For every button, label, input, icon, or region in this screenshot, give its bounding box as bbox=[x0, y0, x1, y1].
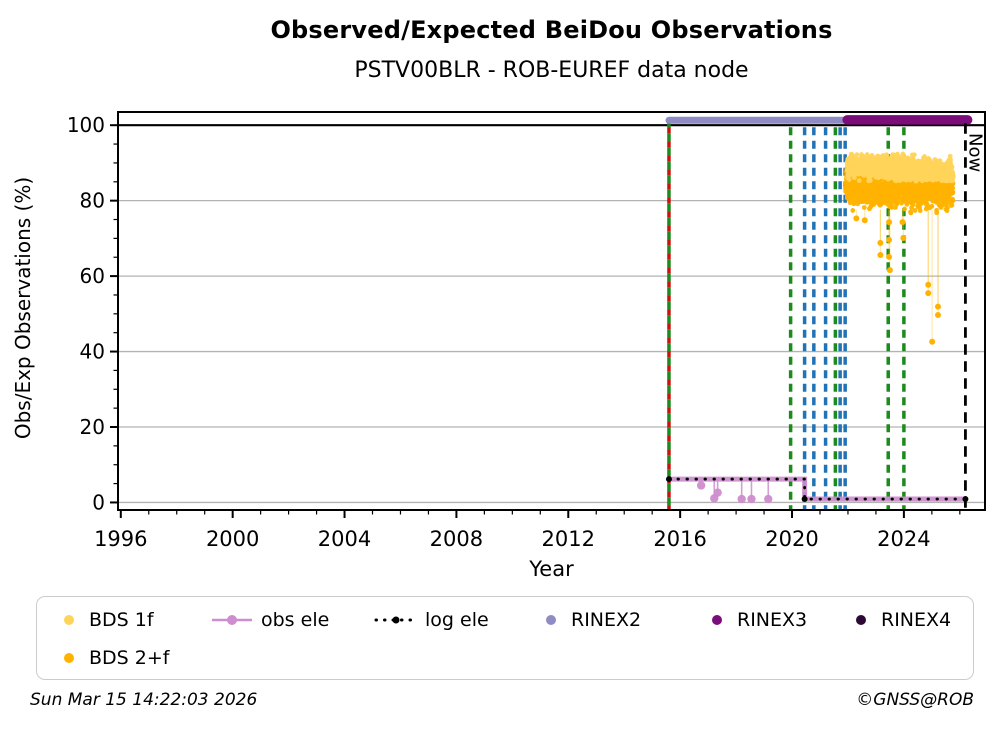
legend-label: log ele bbox=[425, 609, 489, 631]
x-axis-label: Year bbox=[528, 557, 574, 581]
x-tick-label: 2024 bbox=[877, 527, 930, 551]
legend-item-log-ele: log ele bbox=[373, 605, 489, 635]
rinex2-marker-icon bbox=[546, 615, 556, 625]
x-tick-label: 2000 bbox=[206, 527, 259, 551]
axes: 1996 2000 2004 2008 2012 2016 2020 2024 0 20 40 60 8… bbox=[11, 111, 986, 581]
y-axis-label: Obs/Exp Observations (%) bbox=[11, 177, 35, 439]
legend-item-rinex4: RINEX4 bbox=[849, 605, 951, 635]
legend-label: RINEX2 bbox=[571, 609, 642, 631]
legend-box: BDS 1f obs ele log ele RINEX2 RINEX3 bbox=[36, 596, 974, 680]
event-vlines bbox=[667, 119, 906, 509]
legend-item-obs-ele: obs ele bbox=[209, 605, 329, 635]
x-tick-label: 1996 bbox=[94, 527, 147, 551]
log-ele-marker-icon bbox=[374, 616, 418, 624]
now-line: Now bbox=[964, 123, 985, 509]
legend-item-rinex3: RINEX3 bbox=[705, 605, 807, 635]
y-tick-label: 100 bbox=[67, 113, 105, 137]
legend-item-rinex2: RINEX2 bbox=[539, 605, 641, 635]
y-tick-label: 0 bbox=[92, 490, 105, 514]
credit-text: ©GNSS@ROB bbox=[856, 690, 974, 710]
chart-title: Observed/Expected BeiDou Observations bbox=[270, 16, 833, 44]
obs-ele-marker-icon bbox=[212, 615, 252, 625]
legend-label: BDS 1f bbox=[89, 609, 154, 631]
legend-label: BDS 2+f bbox=[89, 647, 170, 669]
bds-1f-scatter bbox=[844, 151, 956, 184]
obs-ele-line bbox=[666, 476, 968, 504]
y-tick-label: 60 bbox=[80, 264, 105, 288]
rinex4-marker-icon bbox=[856, 615, 866, 625]
legend-label: RINEX3 bbox=[737, 609, 808, 631]
x-tick-label: 2008 bbox=[430, 527, 483, 551]
bds-2-f-scatter bbox=[843, 165, 956, 345]
plot-timestamp: Sun Mar 15 14:22:03 2026 bbox=[30, 690, 258, 710]
bds-1f-marker-icon bbox=[64, 615, 74, 625]
legend-label: RINEX4 bbox=[881, 609, 952, 631]
y-tick-label: 80 bbox=[80, 189, 105, 213]
x-tick-label: 2004 bbox=[318, 527, 371, 551]
bds-2f-marker-icon bbox=[64, 653, 74, 663]
x-tick-label: 2016 bbox=[653, 527, 706, 551]
chart-subtitle: PSTV00BLR - ROB-EUREF data node bbox=[354, 58, 749, 83]
legend-item-bds-1f: BDS 1f bbox=[57, 605, 154, 635]
now-label: Now bbox=[964, 133, 985, 172]
x-tick-label: 2012 bbox=[542, 527, 595, 551]
x-tick-label: 2020 bbox=[765, 527, 818, 551]
gridlines bbox=[118, 200, 985, 504]
legend-label: obs ele bbox=[261, 609, 330, 631]
y-tick-label: 40 bbox=[80, 340, 105, 364]
legend-item-bds-2f: BDS 2+f bbox=[57, 643, 169, 673]
rinex3-marker-icon bbox=[712, 615, 722, 625]
y-tick-label: 20 bbox=[80, 415, 105, 439]
